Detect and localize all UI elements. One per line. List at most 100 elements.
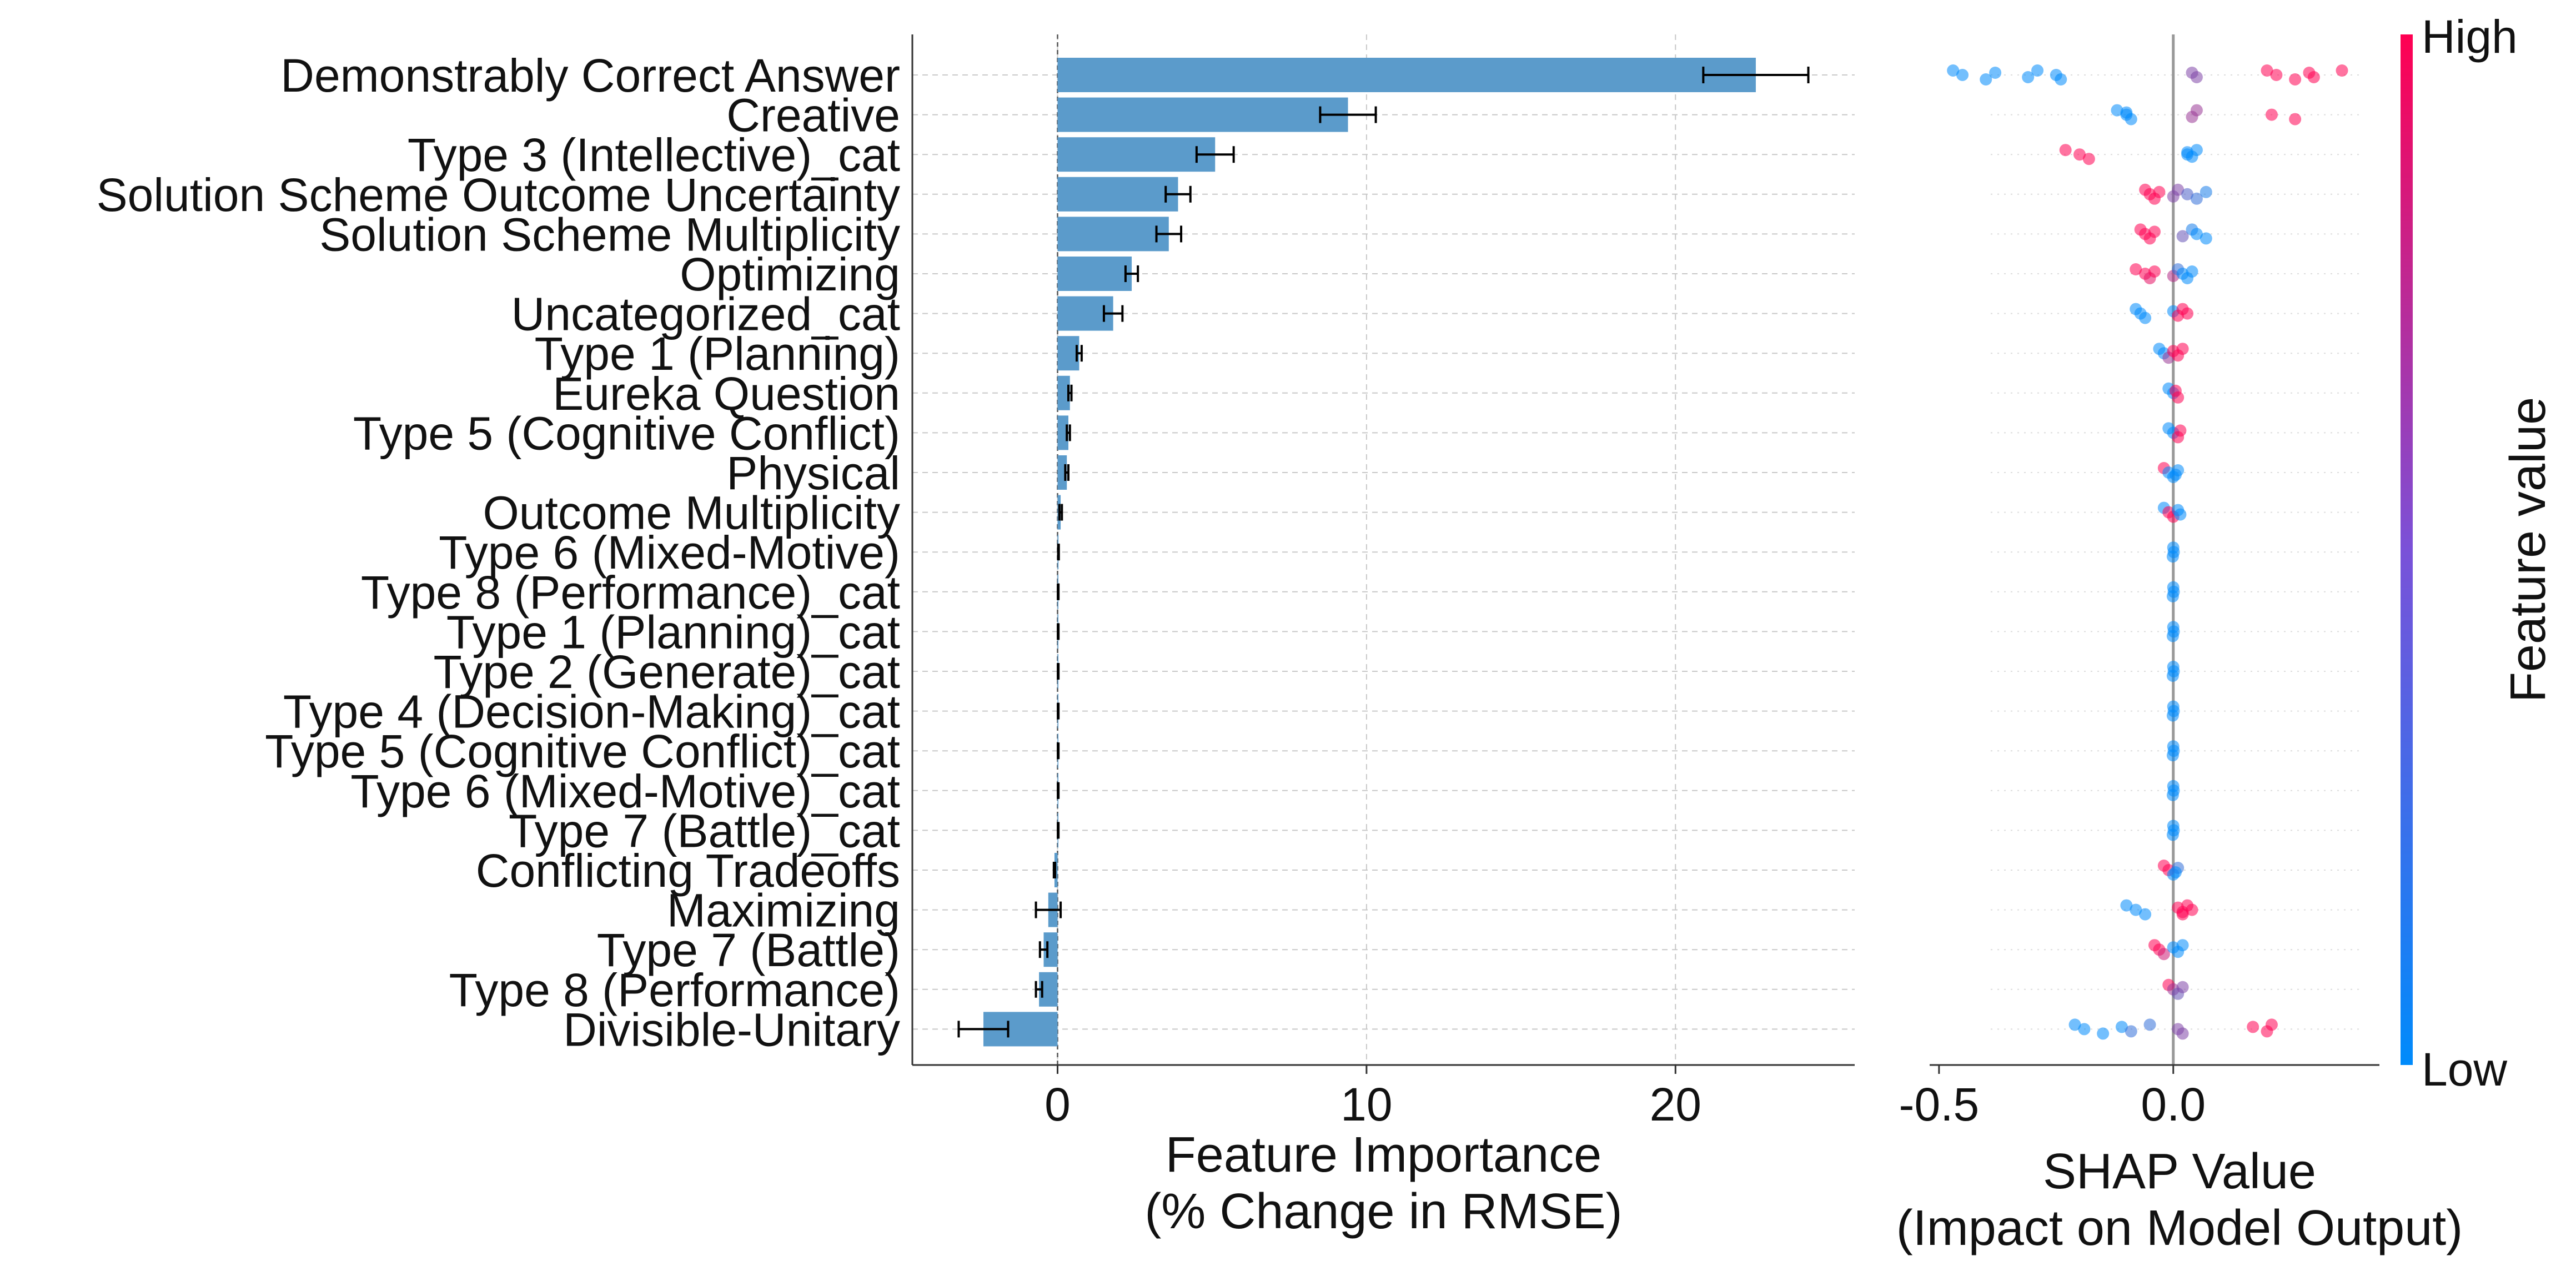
category-label: Divisible-Unitary — [563, 1003, 900, 1056]
shap-point — [2125, 1025, 2137, 1038]
shap-point — [2055, 73, 2067, 86]
feature-importance-panel: Demonstrably Correct AnswerCreativeType … — [97, 34, 1855, 1239]
shap-point — [2059, 144, 2072, 157]
category-label: Optimizing — [680, 248, 900, 300]
shap-point — [2289, 113, 2302, 125]
error-bar — [1035, 981, 1043, 998]
shap-point — [1947, 64, 1960, 77]
shap-point — [2247, 1021, 2259, 1033]
shap-point — [2172, 183, 2185, 196]
category-label: Type 6 (Mixed-Motive)_cat — [350, 765, 900, 817]
shap-x-axis-title-line: (Impact on Model Output) — [1896, 1200, 2463, 1256]
shap-point — [2270, 69, 2283, 81]
error-bar — [1066, 424, 1071, 441]
shap-point — [1989, 67, 2002, 79]
category-label: Type 7 (Battle) — [597, 924, 900, 976]
shap-x-tick-label: 0.0 — [2141, 1078, 2206, 1131]
x-axis-title: Feature Importance (% Change in RMSE) — [1144, 1127, 1622, 1239]
colorbar: High Low Feature value — [2401, 11, 2556, 1096]
category-label: Type 4 (Decision-Making)_cat — [283, 686, 900, 738]
category-label: Type 7 (Battle)_cat — [509, 805, 900, 857]
category-label: Type 1 (Planning) — [535, 328, 900, 380]
shap-point — [2111, 104, 2123, 117]
colorbar-title: Feature value — [2500, 397, 2556, 702]
shap-point — [2115, 1021, 2128, 1033]
shap-point — [2082, 153, 2095, 165]
shap-point — [1956, 69, 1969, 81]
shap-point — [2289, 73, 2302, 86]
shap-point — [2174, 424, 2187, 437]
shap-point — [2130, 263, 2142, 275]
shap-summary-panel: -0.5 0.0 SHAP Value (Impact on Model Output… — [1896, 34, 2463, 1256]
bar — [1057, 375, 1070, 410]
category-label: Type 2 (Generate)_cat — [434, 646, 900, 698]
error-bar — [1035, 901, 1062, 918]
shap-point — [2148, 265, 2161, 278]
x-axis-title-line: Feature Importance — [1166, 1127, 1601, 1183]
shap-point — [2200, 232, 2212, 245]
error-bar — [1102, 305, 1124, 322]
error-bar — [1064, 464, 1069, 481]
bar — [1057, 257, 1132, 291]
shap-point — [2166, 590, 2179, 602]
shap-point — [2073, 148, 2086, 161]
shap-point — [2190, 192, 2203, 205]
shap-point — [1980, 73, 1992, 86]
shap-point — [2143, 1018, 2156, 1031]
shap-point — [2068, 1018, 2081, 1031]
shap-point — [2265, 1018, 2278, 1031]
category-label: Type 5 (Cognitive Conflict)_cat — [265, 725, 900, 777]
shap-x-axis-title-line: SHAP Value — [2043, 1144, 2316, 1199]
shap-point — [2166, 709, 2179, 722]
shap-point — [2078, 1023, 2091, 1036]
colorbar-bar — [2401, 34, 2413, 1065]
x-axis-title-line: (% Change in RMSE) — [1144, 1184, 1622, 1239]
category-label: Demonstrably Correct Answer — [280, 49, 900, 102]
error-bar — [1702, 67, 1810, 83]
category-label: Type 8 (Performance) — [449, 964, 900, 1016]
shap-point — [2153, 185, 2166, 198]
shap-point — [2097, 1027, 2110, 1040]
shap-point — [2181, 148, 2194, 161]
shap-point — [2174, 508, 2187, 521]
error-bar — [1057, 544, 1060, 561]
category-label: Solution Scheme Outcome Uncertainty — [97, 169, 900, 221]
category-label: Outcome Multiplicity — [483, 487, 900, 539]
shap-point — [2186, 903, 2198, 916]
bar — [1057, 455, 1067, 490]
shap-point — [2166, 828, 2179, 841]
shap-point — [2190, 104, 2203, 117]
bar — [1057, 217, 1169, 252]
shap-point — [2190, 144, 2203, 157]
shap-point — [2166, 788, 2179, 801]
bar — [1057, 137, 1216, 172]
shap-point — [2169, 384, 2182, 397]
category-label: Type 5 (Cognitive Conflict) — [353, 407, 900, 459]
shap-point — [2176, 981, 2189, 993]
shap-point — [2139, 312, 2152, 324]
category-label: Uncategorized_cat — [511, 288, 900, 340]
x-tick-label: 20 — [1650, 1078, 1701, 1131]
shap-x-axis-title: SHAP Value (Impact on Model Output) — [1896, 1144, 2463, 1256]
shap-point — [2120, 899, 2133, 912]
error-bar — [1067, 384, 1073, 401]
shap-point — [2186, 265, 2198, 278]
shap-point — [2190, 228, 2203, 240]
shap-point — [2120, 106, 2133, 119]
bar — [1057, 177, 1178, 212]
error-bar — [1038, 941, 1049, 958]
category-label: Type 8 (Performance)_cat — [361, 566, 900, 619]
shap-point — [2261, 64, 2273, 77]
shap-point — [2307, 71, 2320, 83]
shap-point — [2166, 630, 2179, 642]
shap-point — [2176, 343, 2189, 355]
shap-point — [2176, 939, 2189, 952]
shap-x-tick-label: -0.5 — [1899, 1078, 1980, 1131]
category-label: Maximizing — [667, 885, 900, 937]
shap-point — [2190, 71, 2203, 83]
shap-point — [2336, 64, 2348, 77]
error-bar — [1124, 265, 1139, 282]
shap-point — [2176, 1027, 2189, 1040]
